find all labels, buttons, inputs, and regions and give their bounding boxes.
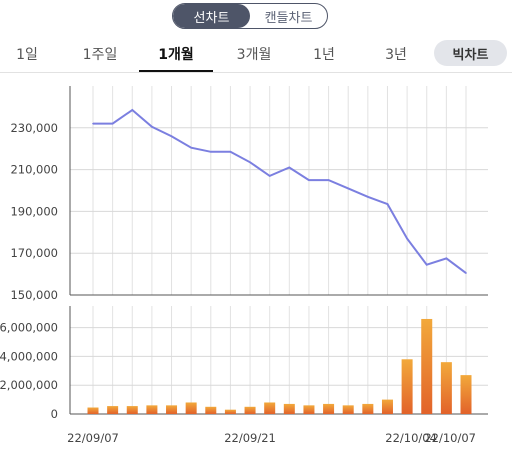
period-tab-1m[interactable]: 1개월 bbox=[158, 47, 194, 63]
volume-bar bbox=[146, 405, 158, 414]
x-tick-label: 22/09/07 bbox=[67, 431, 119, 445]
volume-bar bbox=[421, 318, 433, 414]
volume-bar bbox=[401, 359, 413, 414]
price-point bbox=[288, 166, 291, 169]
price-y-tick-label: 170,000 bbox=[10, 246, 58, 260]
volume-bar bbox=[107, 406, 119, 414]
period-tab-3y[interactable]: 3년 bbox=[385, 47, 407, 63]
price-point bbox=[92, 122, 94, 125]
price-point bbox=[131, 109, 134, 111]
volume-y-tick-label: 4,000,000 bbox=[0, 349, 58, 363]
price-point bbox=[209, 151, 212, 153]
price-points bbox=[92, 109, 467, 274]
price-point bbox=[249, 161, 251, 164]
price-line bbox=[93, 108, 467, 274]
volume-bar bbox=[362, 403, 374, 414]
volume-bar bbox=[166, 405, 178, 414]
candle-chart-tab[interactable]: 캔들차트 bbox=[264, 10, 313, 26]
price-point bbox=[425, 263, 428, 266]
period-tab-3m[interactable]: 3개월 bbox=[236, 47, 272, 63]
price-point bbox=[151, 125, 153, 128]
volume-bar bbox=[283, 403, 295, 414]
volume-bar bbox=[205, 406, 217, 414]
price-point bbox=[308, 179, 310, 181]
volume-bar bbox=[224, 409, 236, 414]
active-period-underline bbox=[139, 70, 213, 73]
header-divider bbox=[0, 72, 512, 73]
volume-bars bbox=[87, 318, 472, 414]
price-y-tick-label: 230,000 bbox=[10, 121, 58, 135]
chart-type-toggle: 선차트 캔들차트 bbox=[172, 3, 328, 29]
x-tick-label: 22/10/04 bbox=[385, 431, 437, 445]
x-tick-label: 22/10/07 bbox=[424, 431, 476, 445]
price-point bbox=[229, 151, 232, 153]
volume-grid bbox=[69, 306, 488, 415]
volume-y-tick-label: 2,000,000 bbox=[0, 378, 58, 392]
period-tab-1d[interactable]: 1일 bbox=[16, 47, 38, 63]
period-tabs: 1일 1주일 1개월 3개월 1년 3년 bbox=[0, 36, 512, 73]
price-point bbox=[170, 135, 173, 137]
volume-bar bbox=[323, 403, 335, 414]
price-y-axis: 150,000 170,000 190,000 210,000 230,000 bbox=[10, 121, 58, 302]
volume-bar bbox=[303, 405, 315, 414]
volume-bar bbox=[460, 375, 472, 414]
price-y-tick-label: 210,000 bbox=[10, 163, 58, 177]
x-tick-label: 22/09/21 bbox=[224, 431, 276, 445]
price-point bbox=[327, 179, 330, 181]
volume-bar bbox=[264, 402, 276, 414]
period-tab-1w[interactable]: 1주일 bbox=[82, 47, 118, 63]
price-point bbox=[465, 272, 467, 274]
volume-bar bbox=[381, 399, 393, 414]
price-point bbox=[111, 122, 114, 125]
price-point bbox=[445, 257, 448, 260]
price-point bbox=[268, 175, 271, 177]
big-chart-button[interactable]: 빅차트 bbox=[434, 40, 507, 66]
price-y-tick-label: 190,000 bbox=[10, 204, 58, 218]
line-chart-tab[interactable]: 선차트 bbox=[173, 4, 250, 28]
volume-bar bbox=[244, 406, 256, 414]
price-point bbox=[406, 237, 408, 240]
price-point bbox=[367, 195, 369, 198]
price-point bbox=[386, 203, 389, 205]
volume-y-tick-label: 0 bbox=[51, 407, 58, 421]
price-point bbox=[190, 146, 192, 149]
volume-y-tick-label: 6,000,000 bbox=[0, 321, 58, 335]
volume-bar bbox=[87, 407, 99, 414]
volume-bar bbox=[126, 406, 138, 414]
volume-y-axis: 0 2,000,000 4,000,000 6,000,000 bbox=[0, 321, 58, 421]
price-y-tick-label: 150,000 bbox=[10, 288, 58, 302]
period-tab-1y[interactable]: 1년 bbox=[313, 47, 335, 63]
volume-bar bbox=[440, 362, 452, 414]
price-point bbox=[347, 187, 350, 190]
volume-bar bbox=[185, 402, 197, 414]
volume-bar bbox=[342, 405, 354, 414]
